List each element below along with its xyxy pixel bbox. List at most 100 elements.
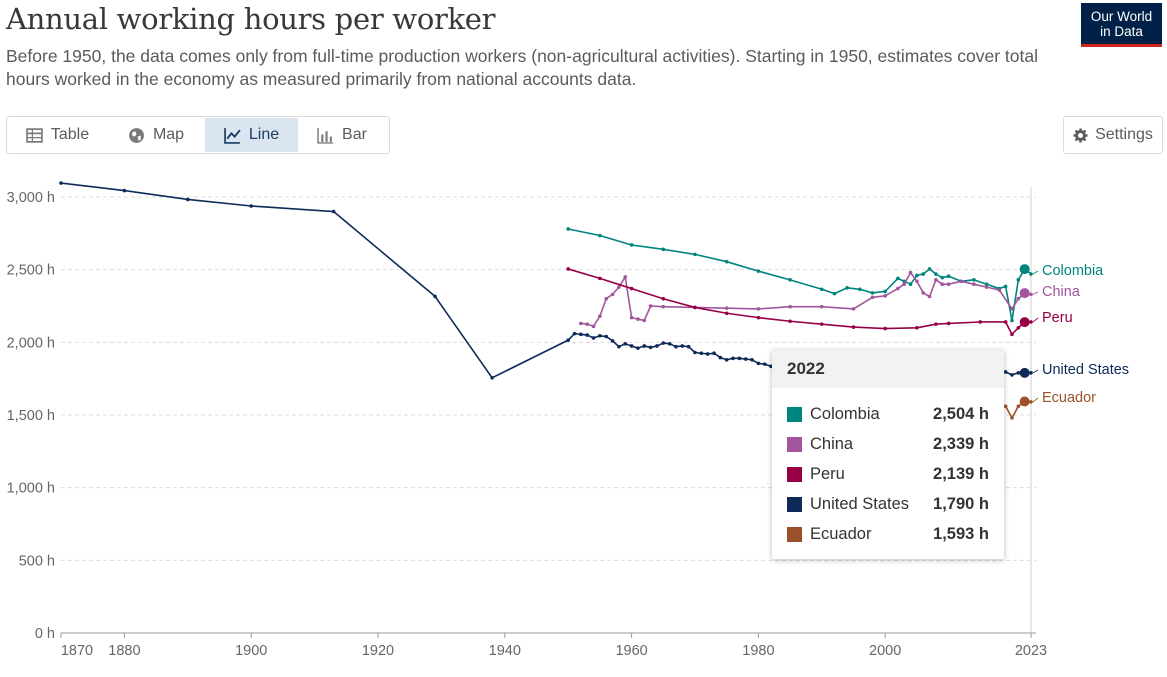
china-point: [1016, 296, 1021, 301]
united-states-point: [731, 356, 735, 361]
china-point: [610, 292, 615, 297]
china-point: [648, 304, 653, 308]
united-states-point: [1029, 371, 1033, 375]
united-states-point: [655, 344, 659, 348]
china-point: [598, 314, 602, 318]
china-point: [946, 282, 951, 287]
y-tick-label: 2,000 h: [7, 335, 55, 351]
colombia-swatch: [787, 406, 802, 422]
logo-line-2: in Data: [1100, 24, 1143, 39]
china-point: [902, 282, 907, 287]
colombia-point: [858, 287, 862, 292]
ecuador-label-connector: [1032, 397, 1039, 403]
ecuador-point: [1003, 404, 1008, 409]
united-states-point: [598, 333, 602, 338]
united-states-point: [566, 338, 570, 342]
x-tick-label: 1900: [235, 643, 267, 659]
china-point: [921, 291, 926, 295]
china-point: [997, 288, 1002, 292]
logo-line-1: Our World: [1090, 9, 1153, 24]
gear-icon: [1073, 127, 1088, 143]
colombia-point: [629, 243, 634, 247]
tooltip-value: 1,593 h: [933, 524, 989, 543]
owid-logo[interactable]: Our World in Data: [1081, 3, 1162, 47]
colombia-point: [908, 282, 913, 287]
united-states-point: [750, 357, 754, 362]
tooltip-name: Peru: [810, 464, 845, 483]
united-states-point: [122, 188, 127, 193]
x-tick-label: 1980: [742, 643, 774, 659]
colombia-point: [984, 282, 989, 287]
united-states-point: [591, 336, 596, 340]
colombia-point: [1029, 272, 1033, 276]
colombia-point: [946, 274, 951, 279]
x-tick-label: 1880: [108, 643, 140, 659]
tooltip-year: 2022: [772, 350, 1004, 388]
china-point: [851, 307, 856, 311]
china-point: [1029, 292, 1033, 297]
colombia-point: [819, 287, 824, 292]
china-point: [788, 304, 792, 309]
united-states-point: [185, 197, 190, 202]
china-point: [908, 270, 913, 275]
united-states-point: [249, 204, 253, 208]
tab-table-label: Table: [50, 126, 90, 143]
tooltip-name: United States: [810, 494, 910, 513]
y-tick-label: 3,000 h: [7, 190, 55, 206]
tooltip-name: Colombia: [810, 404, 880, 423]
united-states-point: [490, 375, 494, 380]
ecuador-point: [1029, 400, 1033, 404]
united-states-point: [699, 351, 704, 356]
tooltip-row-colombia: Colombia 2,504 h: [787, 404, 989, 424]
peru-point: [1029, 320, 1033, 324]
tab-table[interactable]: Table: [8, 118, 107, 152]
colombia-point: [832, 291, 837, 296]
series-lines: [59, 181, 1033, 420]
united-states-line: [60, 182, 1031, 379]
united-states-point: [59, 181, 63, 185]
united-states-point: [642, 344, 647, 348]
united-states-point: [712, 351, 716, 356]
united-states-point: [762, 362, 767, 366]
tooltip-value: 2,339 h: [933, 434, 989, 453]
peru-point: [566, 267, 570, 271]
china-point: [819, 304, 824, 309]
peru-point: [1016, 326, 1021, 330]
china-swatch: [787, 436, 802, 452]
chart-subtitle: Before 1950, the data comes only from fu…: [6, 46, 1039, 89]
china-end-label: China: [1042, 284, 1081, 300]
united-states-end-label: United States: [1042, 362, 1129, 378]
china-point: [940, 282, 945, 287]
peru-point: [724, 311, 729, 316]
united-states-point: [1019, 367, 1030, 378]
china-point: [604, 296, 609, 301]
peru-point: [851, 325, 856, 329]
china-point: [756, 307, 761, 311]
tab-map[interactable]: Map: [107, 118, 205, 152]
peru-point: [934, 322, 938, 326]
peru-point: [883, 326, 887, 331]
colombia-line: [568, 228, 1032, 322]
colombia-label-connector: [1032, 270, 1039, 275]
x-tick-label: 1920: [362, 643, 394, 659]
settings-button[interactable]: Settings: [1063, 116, 1163, 154]
axes: 0 h 500 h 1,000 h 1,500 h 2,000 h 2,500 h 3,00…: [7, 190, 1048, 659]
china-point: [579, 321, 583, 326]
united-states-point: [724, 357, 729, 362]
tooltip-value: 2,504 h: [933, 404, 989, 423]
hover-tooltip: 2022 Colombia 2,504 h China 2,339 h Peru…: [772, 350, 1004, 559]
x-tick-label: 2023: [1015, 643, 1047, 659]
tab-line[interactable]: Line: [205, 118, 298, 152]
series-end-labels: Colombia China Peru United States Ecuador: [1032, 263, 1129, 406]
united-states-point: [693, 350, 697, 355]
ecuador-end-label: Ecuador: [1042, 390, 1096, 406]
china-point: [915, 279, 919, 284]
china-point: [1019, 288, 1030, 299]
x-tick-label: 1870: [61, 643, 93, 659]
china-point: [629, 315, 634, 320]
china-point: [636, 317, 640, 321]
x-tick-label: 1940: [489, 643, 521, 659]
china-point: [972, 282, 976, 287]
tab-bar[interactable]: Bar: [298, 118, 386, 152]
